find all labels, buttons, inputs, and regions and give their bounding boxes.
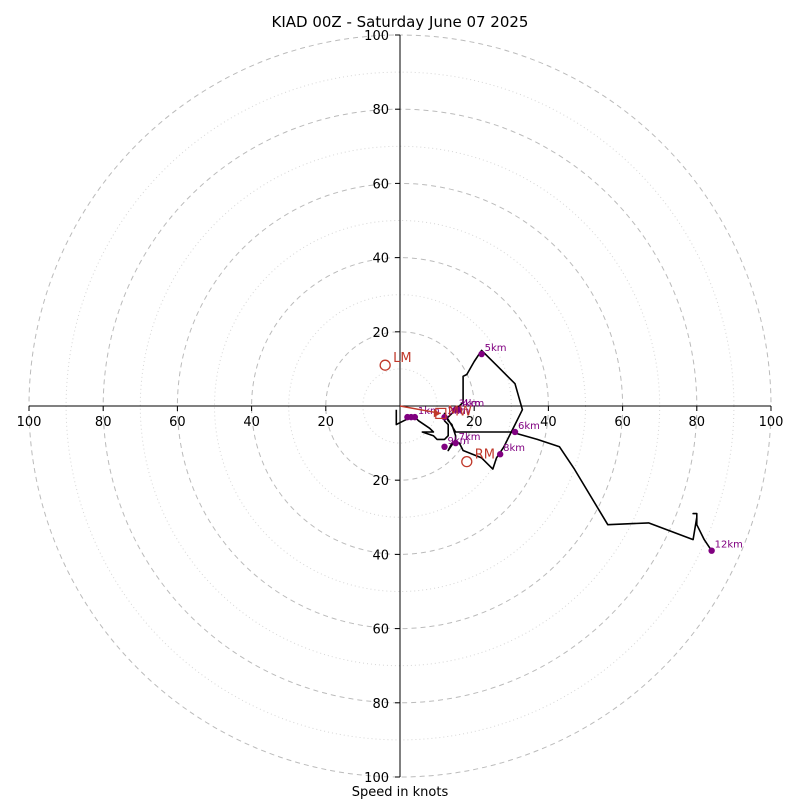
storm-motion-markers: LM RM MW — [379, 351, 495, 468]
y-tick-label: 40 — [372, 548, 389, 563]
y-tick-label: 60 — [372, 177, 389, 192]
height-marker-point — [496, 451, 504, 458]
height-marker-label: 6km — [518, 421, 540, 432]
y-tick-label: 100 — [364, 771, 389, 786]
height-marker-label: 8km — [503, 443, 525, 454]
height-marker-label: 7km — [459, 432, 481, 443]
y-tick-label: 20 — [372, 474, 389, 489]
chart-title: KIAD 00Z - Saturday June 07 2025 — [272, 13, 529, 31]
x-tick-label: 100 — [17, 415, 42, 430]
x-tick-label: 20 — [318, 415, 335, 430]
y-tick-label: 20 — [372, 326, 389, 341]
height-marker-point — [511, 428, 519, 436]
x-tick-label: 60 — [169, 415, 186, 430]
hodograph-trace — [395, 349, 713, 552]
y-tick-label: 40 — [372, 252, 389, 267]
height-marker-label: 3km — [459, 399, 481, 410]
height-marker-label: 9km — [448, 436, 470, 447]
height-markers: 12km8km7km6km5km4km3km2km1km9km — [404, 343, 743, 554]
mean-wind-marker — [435, 407, 447, 420]
x-tick-label: 80 — [689, 415, 706, 430]
storm-motion-label: RM — [475, 448, 495, 463]
height-marker-label: 2km — [448, 406, 470, 417]
height-marker-label: 12km — [715, 540, 743, 551]
height-marker-point — [441, 443, 448, 451]
storm-motion-label: LM — [393, 351, 411, 366]
y-tick-label: 100 — [364, 29, 389, 44]
x-tick-label: 40 — [243, 415, 260, 430]
mean-wind-label: MW — [448, 404, 472, 419]
height-marker-point — [708, 547, 715, 554]
y-tick-label: 60 — [372, 623, 389, 638]
height-marker-point — [404, 413, 411, 421]
height-marker-point — [452, 439, 459, 447]
x-tick-label: 40 — [540, 415, 557, 430]
x-tick-label: 100 — [759, 415, 784, 430]
height-marker-point — [478, 350, 485, 358]
y-tick-label: 80 — [372, 103, 389, 118]
storm-motion-marker — [379, 359, 391, 371]
axis-ticks: 100 100 80 80 60 60 40 40 20 20 20 20 40 40 60 60 80 80 10… — [17, 29, 784, 786]
storm-motion-marker — [461, 455, 473, 468]
hodograph-line — [395, 349, 713, 552]
x-axis-label: Speed in knots — [352, 785, 449, 800]
x-tick-label: 60 — [614, 415, 631, 430]
y-tick-label: 80 — [372, 697, 389, 712]
height-marker-label: 4km — [462, 399, 484, 410]
x-tick-label: 20 — [466, 415, 483, 430]
height-marker-point — [452, 406, 459, 413]
height-marker-label: 5km — [485, 343, 507, 354]
x-tick-label: 80 — [95, 415, 112, 430]
